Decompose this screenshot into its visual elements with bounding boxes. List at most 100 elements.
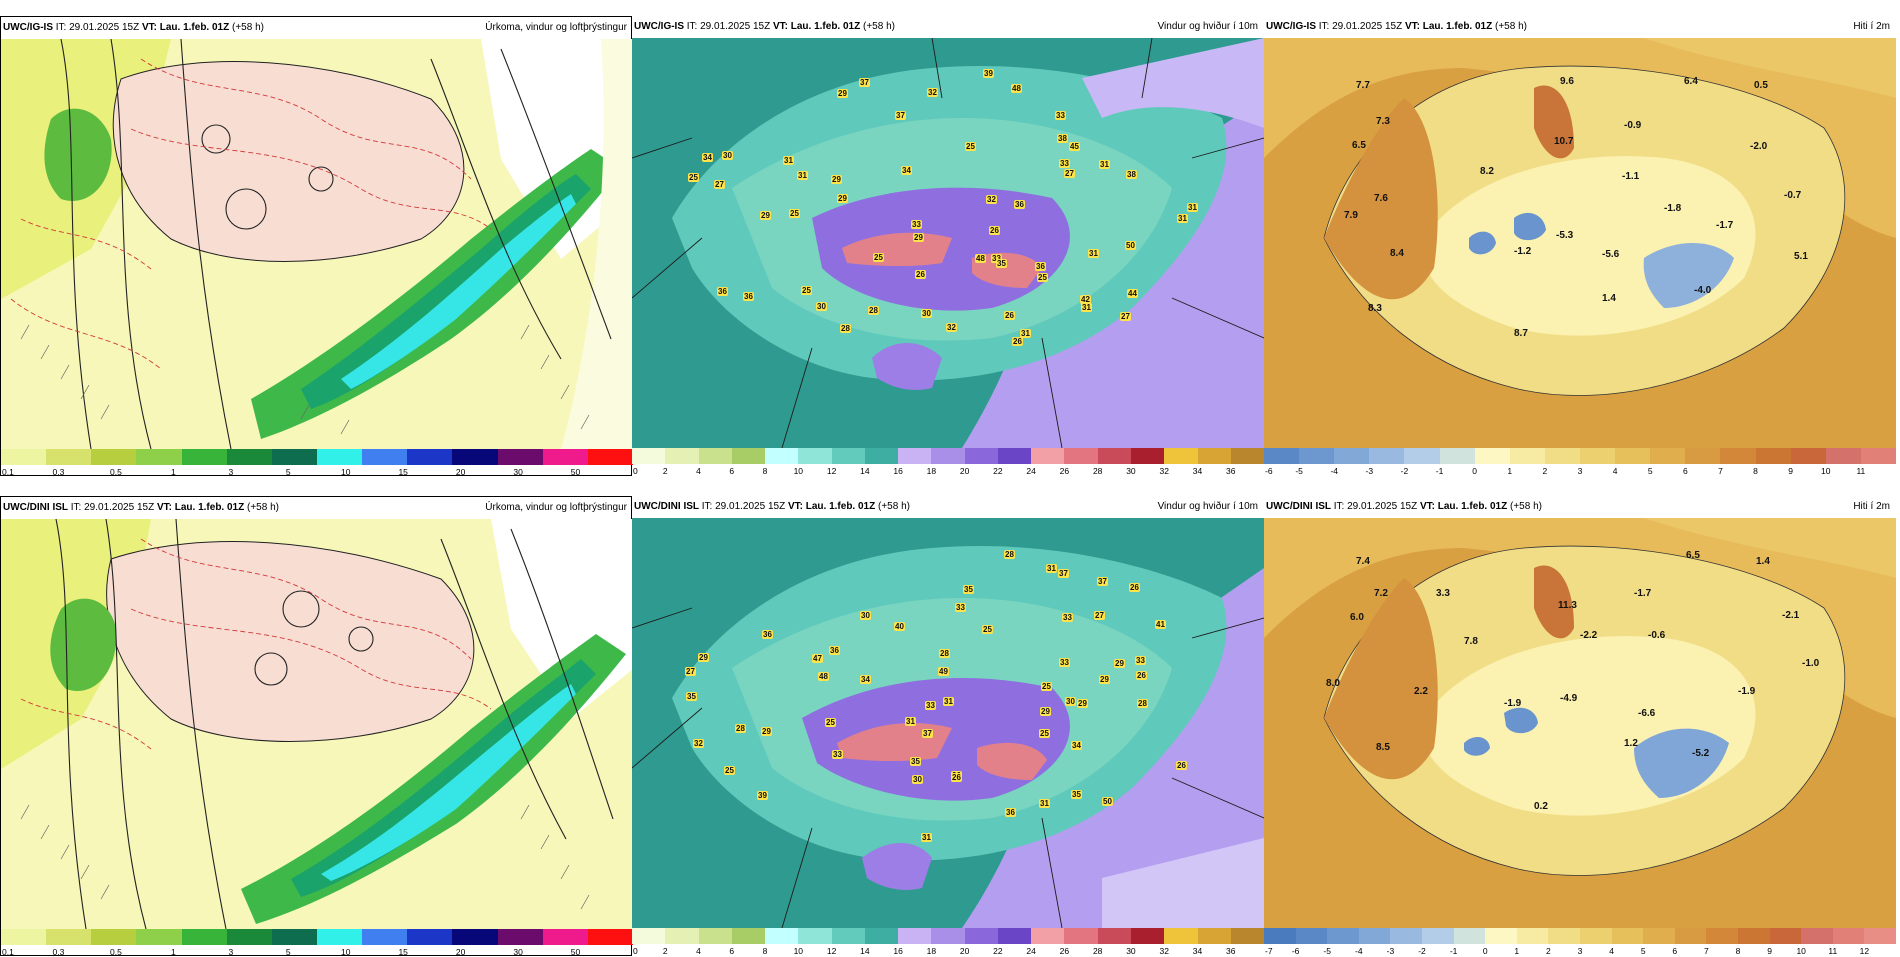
legend-swatch (997, 448, 1032, 464)
legend-tick-label: 24 (1026, 466, 1036, 476)
temperature-label: 7.9 (1344, 210, 1358, 221)
temperature-label: 8.2 (1480, 166, 1494, 177)
gust-label: 31 (1081, 303, 1092, 312)
wind-panel-top: UWC/IG-IS IT: 29.01.2025 15Z VT: Lau. 1.… (632, 16, 1265, 476)
gust-label: 31 (797, 171, 808, 180)
legend-color-bar (632, 448, 1265, 464)
model-name: UWC/IG-IS (3, 22, 53, 33)
legend-swatch (136, 449, 182, 465)
legend-tick-label: 0.3 (52, 947, 65, 957)
legend-swatch (1611, 928, 1644, 944)
legend-swatch (765, 448, 799, 464)
legend-swatch (46, 929, 92, 945)
legend-swatch (1769, 928, 1802, 944)
legend-color-bar (1264, 448, 1896, 464)
panel-title: Úrkoma, vindur og loftþrýstingur (485, 22, 627, 33)
gust-label: 50 (1125, 241, 1136, 250)
gust-label: 26 (1129, 583, 1140, 592)
legend-swatch (1334, 448, 1370, 464)
wind-legend: 0 2 4 6 8 10 12 14 16 18 20 22 24 26 28 30 32 34 36 (632, 928, 1265, 956)
legend-tick-label: 22 (993, 946, 1003, 956)
gust-label: 25 (1041, 682, 1052, 691)
gust-label: 25 (982, 625, 993, 634)
legend-tick-label: 14 (860, 946, 870, 956)
lead-time: (+58 h) (863, 21, 895, 32)
gust-label: 30 (860, 611, 871, 620)
legend-tick-label: 4 (696, 466, 701, 476)
gust-label: 48 (1011, 84, 1022, 93)
gust-label: 25 (873, 253, 884, 262)
gust-label: 25 (801, 286, 812, 295)
temperature-label: -1.8 (1664, 203, 1682, 214)
valid-time: VT: Lau. 1.feb. 01Z (141, 22, 230, 33)
run-time: IT: 29.01.2025 15Z (70, 502, 155, 513)
temperature-label: 7.7 (1356, 80, 1370, 91)
panel-title: Hiti í 2m (1853, 21, 1890, 32)
legend-tick-label: 0.1 (2, 947, 14, 957)
legend-swatch (1615, 448, 1651, 464)
legend-tick-label: -3 (1386, 946, 1395, 956)
precip-legend: 0.1 0.3 0.5 1 3 5 10 15 20 30 50 (1, 929, 633, 957)
gust-label: 39 (983, 69, 994, 78)
legend-swatch (765, 928, 799, 944)
gust-label: 38 (1057, 134, 1068, 143)
valid-time: VT: Lau. 1.feb. 01Z (772, 21, 861, 32)
temperature-label: 8.5 (1376, 742, 1390, 753)
legend-swatch (1579, 448, 1616, 464)
gust-label: 34 (702, 153, 713, 162)
temperature-label: -5.6 (1602, 249, 1620, 260)
legend-swatch (964, 928, 998, 944)
legend-tick-label: 20 (959, 466, 970, 476)
model-name: UWC/DINI ISL (634, 501, 699, 512)
gust-label: 35 (686, 692, 697, 701)
legend-swatch (316, 449, 363, 465)
lead-time: (+58 h) (1495, 21, 1527, 32)
legend-swatch (731, 448, 766, 464)
lead-time: (+58 h) (232, 22, 264, 33)
lead-time: (+58 h) (1510, 501, 1542, 512)
gust-label: 29 (913, 233, 924, 242)
legend-tick-label: -2 (1418, 946, 1426, 956)
legend-swatch (46, 449, 92, 465)
legend-swatch (587, 929, 633, 945)
legend-tick-label: 8 (1753, 466, 1758, 476)
temperature-label: 8.3 (1368, 303, 1382, 314)
legend-tick-label: 20 (959, 946, 970, 956)
legend-color-bar (1, 449, 633, 465)
lead-time: (+58 h) (878, 501, 910, 512)
legend-swatch (1643, 928, 1675, 944)
legend-swatch (1064, 928, 1098, 944)
gust-label: 30 (722, 151, 733, 160)
wind-panel-bottom: UWC/DINI ISL IT: 29.01.2025 15Z VT: Lau.… (632, 496, 1265, 956)
legend-swatch (362, 929, 408, 945)
legend-tick-label: 1 (1514, 946, 1520, 956)
legend-tick-label: 11 (1828, 946, 1838, 956)
legend-swatch (1230, 448, 1265, 464)
legend-tick-label: 1 (170, 947, 176, 957)
legend-tick-label: -4 (1330, 466, 1338, 476)
gust-label: 37 (895, 111, 906, 120)
legend-swatch (226, 929, 272, 945)
legend-swatch (1685, 448, 1721, 464)
legend-tick-label: 5 (1640, 946, 1646, 956)
legend-swatch (931, 928, 965, 944)
wind-legend: 0 2 4 6 8 10 12 14 16 18 20 22 24 26 28 30 32 34 36 (632, 448, 1265, 476)
legend-swatch (136, 929, 182, 945)
gust-label: 33 (1135, 656, 1146, 665)
gust-label: 34 (860, 675, 871, 684)
gust-label: 35 (963, 585, 974, 594)
gust-label: 32 (693, 739, 704, 748)
legend-tick-label: 6 (1672, 946, 1678, 956)
panel-header: UWC/IG-IS IT: 29.01.2025 15Z VT: Lau. 1.… (632, 16, 1264, 38)
gust-label: 25 (825, 718, 836, 727)
legend-tick-label: 30 (513, 467, 523, 477)
legend-swatch (1164, 928, 1198, 944)
legend-ticks: -6 -5 -4 -3 -2 -1 0 1 2 3 4 5 6 7 8 9 10 11 (1264, 466, 1896, 476)
legend-swatch (1516, 928, 1549, 944)
model-name: UWC/DINI ISL (3, 502, 68, 513)
gust-label: 37 (922, 729, 933, 738)
gust-label: 31 (783, 156, 794, 165)
gust-label: 27 (685, 667, 696, 676)
legend-tick-label: -1 (1435, 466, 1444, 476)
legend-tick-label: 6 (1682, 466, 1688, 476)
